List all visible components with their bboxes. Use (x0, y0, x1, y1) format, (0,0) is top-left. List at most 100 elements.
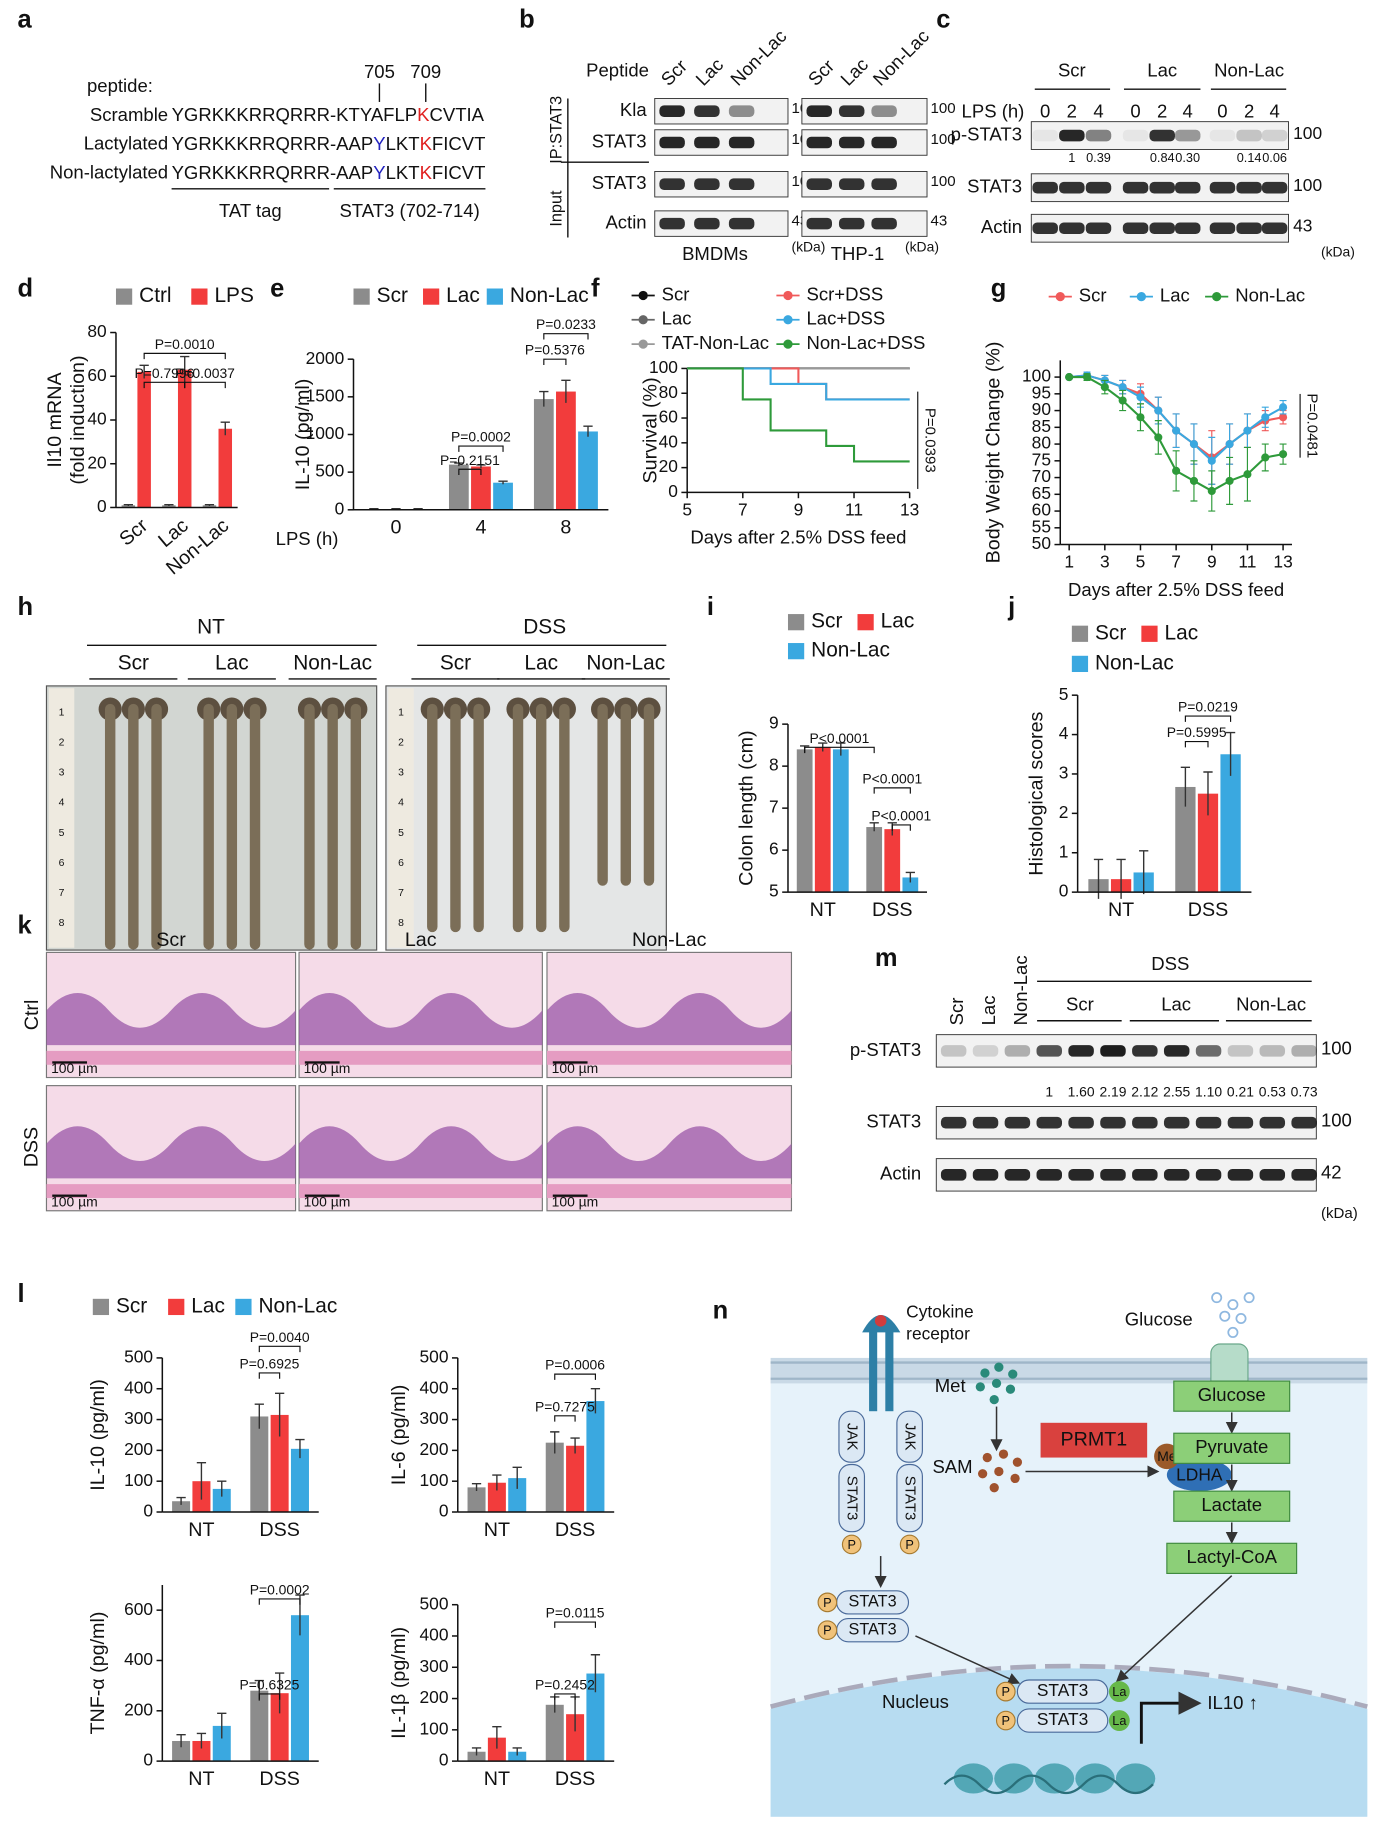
point (1082, 373, 1092, 382)
scale-label: 100 µm (304, 1193, 351, 1209)
ruler-label: 8 (59, 918, 65, 929)
ruler-label: 4 (398, 798, 404, 809)
x-tick-label: NT (188, 1519, 214, 1541)
legend-marker (783, 315, 793, 325)
legend-label: Ctrl (139, 284, 171, 307)
label: La (1112, 1684, 1127, 1699)
bar (270, 1414, 289, 1513)
ruler (48, 688, 75, 948)
y-axis-label: (fold induction) (67, 355, 89, 484)
muscle (546, 1050, 792, 1065)
y-tick-label: 500 (420, 1593, 449, 1613)
point (1118, 383, 1127, 392)
time-label: 2 (1067, 100, 1077, 121)
label: (kDa) (905, 239, 939, 255)
y-tick-label: 600 (124, 1599, 153, 1619)
receptor (885, 1330, 894, 1412)
lactyl (1108, 1681, 1130, 1703)
label: Pyruvate (1195, 1436, 1268, 1457)
label: Non-Lac (1214, 60, 1284, 81)
band (1236, 222, 1262, 235)
row-label: Kla (620, 99, 647, 120)
band (1085, 129, 1112, 142)
label: TAT tag (219, 200, 282, 221)
bar (202, 505, 217, 508)
panel-label: m (875, 944, 898, 972)
band (694, 136, 720, 149)
x-tick-label: 7 (738, 500, 748, 520)
nucleosome (1034, 1763, 1075, 1794)
ruler-label: 3 (398, 768, 404, 779)
bar (556, 391, 576, 510)
error-bar (905, 871, 915, 883)
label: La (1112, 1713, 1127, 1728)
x-tick-label: NT (484, 1768, 510, 1790)
nucleosome (994, 1763, 1034, 1794)
quant-label: 0.39 (1086, 150, 1111, 165)
receptor (869, 1330, 878, 1412)
scale-bar (552, 1061, 588, 1064)
time-label: 0 (1217, 100, 1227, 121)
bar (586, 1401, 605, 1513)
metabolite-box (1173, 1490, 1291, 1522)
band (1036, 1169, 1062, 1181)
error-bar (454, 462, 464, 467)
label: 100 (1293, 123, 1322, 143)
band (1068, 1116, 1094, 1129)
bar (1197, 793, 1219, 893)
label: Glucose (1125, 1309, 1193, 1330)
bar (578, 431, 598, 510)
band (694, 178, 720, 191)
bar (866, 827, 883, 893)
y-axis-label: Il10 mRNA (44, 372, 66, 468)
mw-label: 100 (930, 100, 955, 117)
point (1154, 433, 1163, 442)
ruler-label: 5 (398, 828, 404, 839)
y-tick-label: 400 (420, 1625, 449, 1645)
x-tick-label: 8 (560, 517, 571, 539)
ruler-label: 4 (59, 798, 65, 809)
y-tick-label: 80 (1032, 433, 1051, 453)
band (806, 136, 833, 149)
legend-marker (1055, 291, 1065, 302)
y-tick-label: 65 (1032, 483, 1051, 503)
y-tick-label: 0 (439, 1750, 449, 1770)
label: JAK (844, 1423, 861, 1451)
band (728, 136, 755, 149)
phospho (817, 1620, 838, 1641)
point (1065, 373, 1074, 382)
label: Scr (118, 651, 149, 674)
scale-label: 100 µm (51, 1060, 98, 1076)
sequence-segment: YGRKKKRRQRRR-KTYAFLP (172, 104, 418, 125)
ruler-label: 1 (398, 707, 404, 718)
label: STAT3 (1037, 1680, 1088, 1700)
bar (796, 749, 813, 893)
band (659, 178, 685, 191)
ruler (388, 688, 414, 948)
lane-label: Non-Lac (1010, 955, 1031, 1025)
legend-label: Scr (1079, 284, 1107, 305)
error-bar (539, 390, 549, 407)
band (1174, 181, 1201, 194)
scale-bar (52, 1061, 88, 1064)
y-tick-label: 0 (143, 1501, 153, 1521)
label: Met (935, 1375, 967, 1396)
time-label: 4 (1093, 100, 1103, 121)
bar (290, 1448, 309, 1513)
sequence-segment: K (417, 104, 430, 125)
y-tick-label: 1500 (306, 385, 345, 405)
y-tick-label: 40 (659, 431, 678, 451)
glucose-dot (1219, 1310, 1231, 1322)
quant-label: 0.14 (1237, 150, 1262, 165)
legend-label: TAT-Non-Lac (662, 332, 769, 353)
bracket (891, 824, 911, 831)
phospho (899, 1534, 920, 1555)
ruler-label: 7 (59, 888, 65, 899)
label: STAT3 (902, 1476, 919, 1521)
bracket (258, 1372, 281, 1379)
error-bar (550, 1431, 560, 1454)
band (1004, 1045, 1031, 1057)
point (1279, 450, 1288, 459)
band (1174, 129, 1201, 142)
sequence: YGRKKKRRQRRR-AAPYLKTKFICVT (172, 133, 486, 154)
